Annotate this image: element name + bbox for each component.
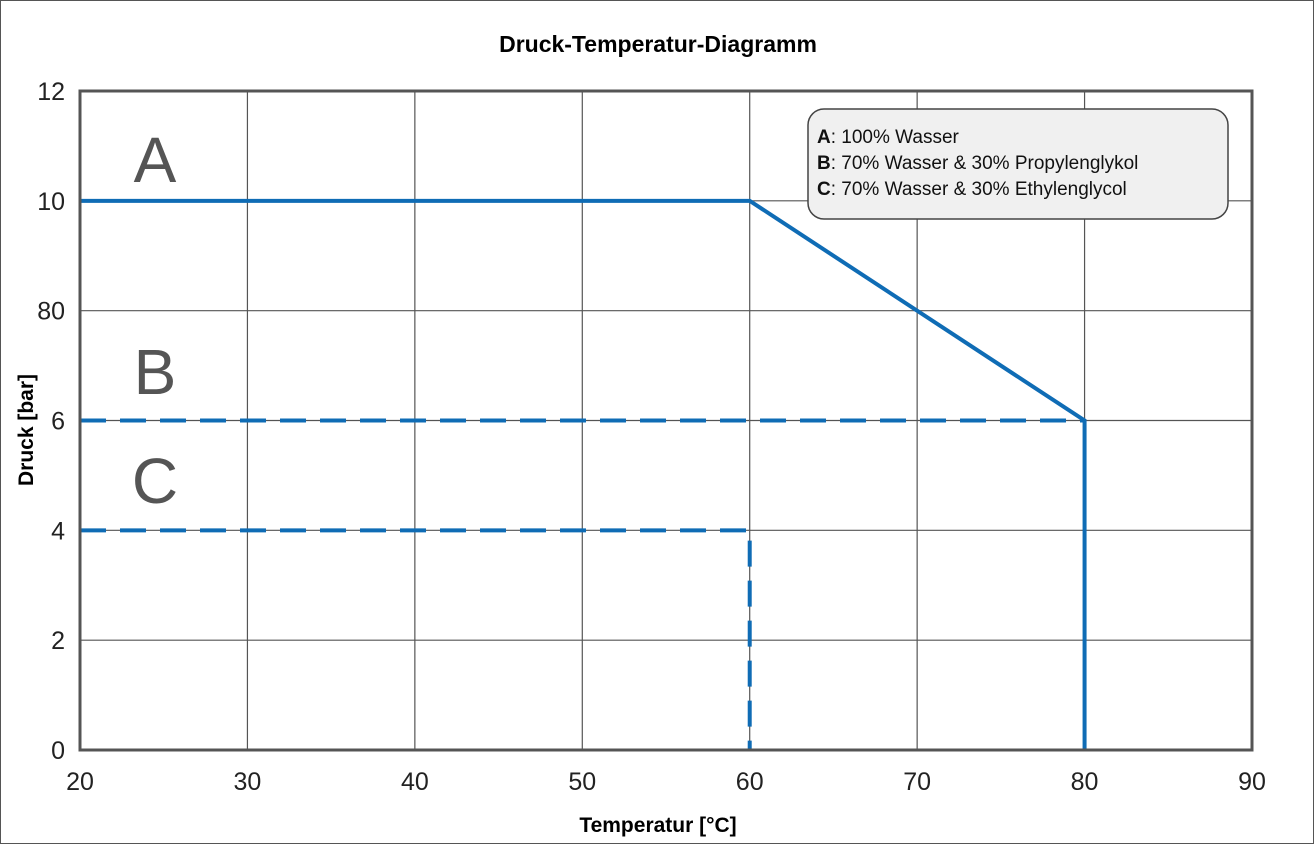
y-tick-label: 2 [51,627,65,655]
y-tick-label: 80 [37,298,65,326]
legend-entry: A: 100% Wasser [817,127,960,148]
y-tick-label: 0 [51,737,65,765]
chart-title: Druck-Temperatur-Diagramm [499,31,817,57]
plot-area-border [78,89,1254,752]
legend-box [807,108,1229,220]
x-tick-label: 80 [1071,768,1099,796]
x-tick-label: 40 [401,768,429,796]
y-tick-label: 6 [51,408,65,436]
series-lines [80,198,1087,750]
x-axis-label: Temperatur [°C] [579,814,736,837]
x-tick-label: 20 [66,768,94,796]
series-label-c: C [132,445,178,517]
x-tick-label: 50 [568,768,596,796]
series-label-b: B [134,336,177,408]
y-axis-label: Druck [bar] [15,374,38,486]
series-labels: A BC [132,124,178,517]
y-tick-label: 4 [51,517,65,545]
series-line-c [80,528,752,750]
y-tick-label: 12 [37,78,65,106]
x-tick-labels: 20 30 40 50 60 70 80 90 [66,768,1266,796]
x-tick-label: 90 [1238,768,1266,796]
legend-entry: C: 70% Wasser & 30% Ethylenglycol [817,179,1127,200]
x-tick-label: 30 [234,768,262,796]
x-tick-label: 70 [903,768,931,796]
legend: A: 100% Wasser B: 70% Wasser & 30% Propyl… [807,108,1229,220]
y-tick-label: 10 [37,188,65,216]
y-tick-labels: 0 2 4 6 80 10 12 [37,78,65,765]
series-line-a [80,198,1087,750]
x-tick-label: 60 [736,768,764,796]
legend-entry: B: 70% Wasser & 30% Propylenglykol [817,153,1138,174]
series-label-a: A [134,124,177,196]
